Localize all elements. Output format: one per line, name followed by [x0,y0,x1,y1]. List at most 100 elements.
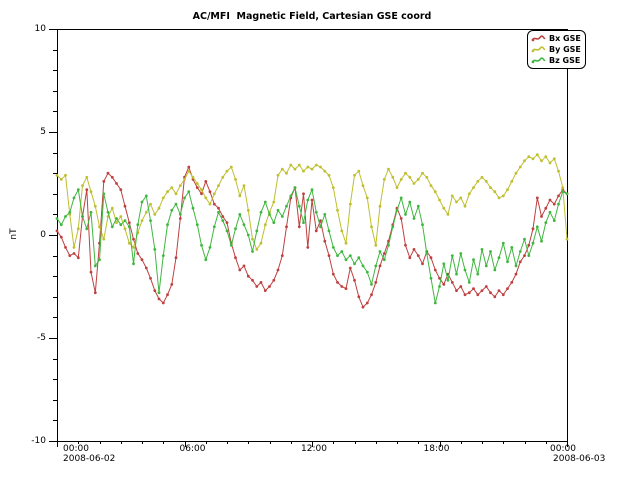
data-point-marker [467,192,471,196]
data-point-marker [561,190,565,194]
data-point-marker [365,270,369,274]
data-point-marker [212,225,216,229]
data-point-marker [68,210,72,214]
data-point-marker [310,188,314,192]
data-point-marker [544,221,548,225]
data-point-marker [297,163,301,167]
data-point-marker [404,213,407,216]
data-point-marker [544,155,548,159]
data-point-marker [132,237,135,241]
data-point-marker [391,225,395,229]
data-point-marker [259,281,263,284]
data-point-marker [497,196,501,200]
data-point-marker [204,180,208,183]
data-point-marker [161,196,165,200]
data-point-marker [268,285,271,288]
data-point-marker [442,206,446,210]
data-point-marker [183,196,186,200]
data-point-marker [208,246,212,249]
data-point-marker [455,289,458,292]
data-point-marker [212,202,216,206]
data-point-marker [476,293,480,297]
data-point-marker [200,188,203,192]
data-point-marker [446,278,450,282]
data-point-marker [514,264,518,268]
x-tick-label: 12:00 [301,444,327,454]
data-point-marker [276,173,280,177]
data-point-marker [450,194,454,198]
data-point-marker [429,256,433,260]
data-point-marker [357,295,361,299]
data-point-marker [370,293,373,297]
data-point-marker [378,264,382,268]
data-point-marker [149,219,152,223]
data-point-marker [340,250,344,253]
data-point-marker [221,215,225,218]
data-point-marker [506,287,509,290]
data-point-marker [412,248,416,251]
data-point-marker [327,254,331,257]
data-point-marker [272,278,276,282]
data-point-marker [527,254,531,257]
data-point-marker [140,258,144,262]
data-point-marker [480,248,484,251]
data-point-marker [540,215,543,218]
data-point-marker [501,241,505,245]
data-point-marker [438,198,441,202]
x-start-date-label: 2008-06-02 [63,454,116,464]
data-point-marker [144,210,148,214]
data-point-marker [319,165,322,169]
data-point-marker [161,301,165,305]
data-point-marker [81,215,84,218]
data-point-marker [140,200,144,204]
data-point-marker [489,250,492,253]
data-point-marker [336,254,339,257]
data-point-marker [166,223,169,227]
data-point-marker [433,301,437,305]
data-point-marker [72,196,76,200]
data-point-marker [225,229,229,233]
data-point-marker [272,221,276,225]
data-point-marker [493,295,497,299]
data-point-marker [399,196,403,200]
legend-label: Bx GSE [549,34,581,43]
data-point-marker [136,223,140,227]
data-point-marker [353,173,356,177]
data-point-marker [272,200,276,204]
data-point-marker [238,213,242,216]
data-point-marker [433,190,437,194]
data-point-marker [399,178,403,181]
data-point-marker [565,192,569,196]
data-point-marker [276,208,280,212]
data-point-marker [557,194,560,198]
data-point-marker [106,210,110,214]
data-point-marker [497,289,501,292]
data-point-marker [535,153,539,157]
data-point-marker [153,213,157,216]
data-point-marker [195,186,199,190]
data-point-marker [459,196,463,200]
data-point-marker [306,246,310,249]
data-point-marker [476,272,480,276]
data-point-marker [467,291,471,295]
data-point-marker [514,171,518,175]
data-point-marker [183,178,186,181]
data-point-marker [310,198,314,202]
data-point-marker [374,264,378,268]
data-point-marker [319,219,322,223]
data-point-marker [234,178,237,181]
data-point-marker [276,268,280,272]
data-point-marker [102,192,106,196]
data-point-marker [225,169,229,173]
data-point-marker [242,184,246,188]
legend-line-sample-icon [531,46,546,53]
data-point-marker [208,190,212,194]
data-point-marker [323,213,327,216]
data-point-marker [280,215,284,218]
data-point-marker [314,163,318,167]
data-point-marker [438,285,441,288]
data-point-marker [514,272,518,276]
data-point-marker [234,256,237,260]
data-point-marker [229,243,233,247]
